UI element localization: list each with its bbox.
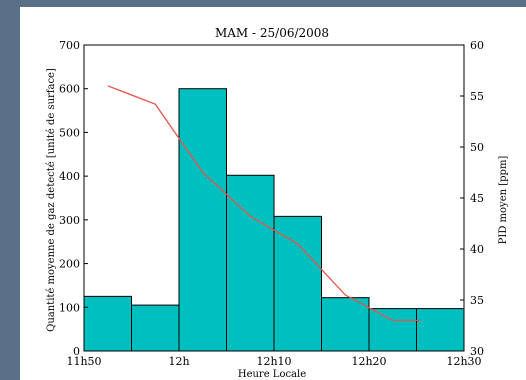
x-tick-label-4: 12h30	[446, 355, 481, 368]
y-axis-label: Quantité moyenne de gaz detecté [unité d…	[46, 68, 57, 332]
bar-2	[178, 88, 227, 352]
y-tick-label-3: 300	[59, 214, 80, 227]
y2-tick-label-1: 35	[470, 294, 484, 307]
bars-layer	[83, 88, 465, 352]
y-tick-label-1: 100	[59, 301, 80, 314]
y-tick-label-4: 400	[59, 170, 80, 183]
y2-tick-label-3: 45	[470, 192, 484, 205]
bar-0	[83, 295, 132, 352]
x-tick-label-0: 11h50	[66, 355, 101, 368]
bar-3	[226, 174, 275, 352]
bar-6	[368, 308, 417, 352]
bar-1	[131, 304, 180, 352]
x-tick-label-2: 12h10	[256, 355, 291, 368]
y2-tick-label-2: 40	[470, 243, 484, 256]
bar-7	[416, 308, 465, 352]
y2-tick-label-4: 50	[470, 141, 484, 154]
y-tick-label-2: 200	[59, 258, 80, 271]
x-axis-label: Heure Locale	[238, 369, 306, 380]
line-series-0	[107, 85, 422, 322]
y-tick-label-7: 700	[59, 39, 80, 52]
y-tick-label-6: 600	[59, 83, 80, 96]
y2-axis-label: PID moyen [ppm]	[498, 156, 509, 245]
axes-layer: 0 100 200 300 400 500 600 700 30 35 40 45 50 55 60 11h5…	[59, 39, 484, 368]
bar-5	[321, 297, 370, 352]
y-tick-label-5: 500	[59, 126, 80, 139]
y2-tick-label-0: 30	[470, 345, 484, 358]
bar-4	[273, 215, 322, 352]
chart-title: MAM - 25/06/2008	[215, 26, 329, 40]
line-layer	[107, 85, 422, 322]
chart-frame: MAM - 25/06/2008 Heure Locale Quantité m…	[20, 7, 526, 380]
chart-svg: MAM - 25/06/2008 Heure Locale Quantité m…	[46, 26, 509, 380]
y-tick-label-0: 0	[73, 345, 80, 358]
x-tick-label-1: 12h	[168, 355, 189, 368]
y2-tick-label-6: 60	[470, 39, 484, 52]
x-tick-label-3: 12h20	[351, 355, 386, 368]
y2-tick-label-5: 55	[470, 90, 484, 103]
